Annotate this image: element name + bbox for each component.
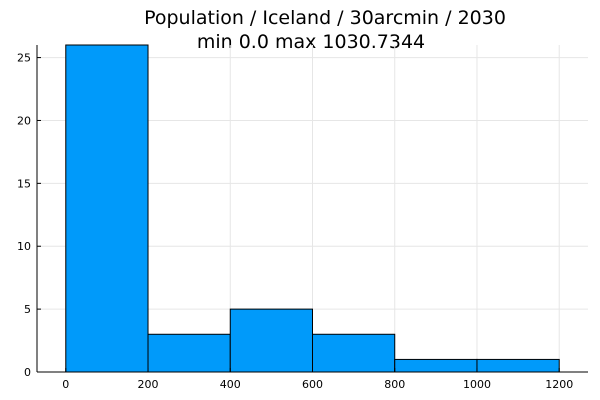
y-tick-labels: 0 5 10 15 20 25: [17, 52, 31, 379]
y-tick-label: 20: [17, 114, 31, 127]
bars: [65, 44, 560, 373]
y-tick-label: 0: [24, 366, 31, 379]
histogram-bar: [394, 358, 478, 373]
histogram-bar: [312, 333, 396, 373]
y-tick-label: 25: [17, 52, 31, 65]
x-tick-label: 600: [302, 378, 323, 391]
y-tick-label: 15: [17, 177, 31, 190]
histogram-bar: [229, 308, 314, 373]
x-tick-label: 200: [138, 378, 159, 391]
x-tick-label: 0: [62, 378, 69, 391]
axes: [36, 45, 588, 373]
x-tick-label: 1200: [545, 378, 573, 391]
chart-title: Population / Iceland / 30arcmin / 2030: [144, 7, 506, 29]
x-tick-labels: 0 200 400 600 800 1000 1200: [62, 378, 573, 391]
histogram-bar: [476, 358, 560, 373]
histogram-bar: [147, 333, 231, 373]
x-tick-label: 1000: [463, 378, 491, 391]
y-tick-label: 5: [24, 303, 31, 316]
x-tick-label: 400: [220, 378, 241, 391]
histogram-bar: [65, 44, 149, 373]
y-tick-label: 10: [17, 240, 31, 253]
x-tick-label: 800: [384, 378, 405, 391]
chart-subtitle: min 0.0 max 1030.7344: [197, 31, 425, 53]
